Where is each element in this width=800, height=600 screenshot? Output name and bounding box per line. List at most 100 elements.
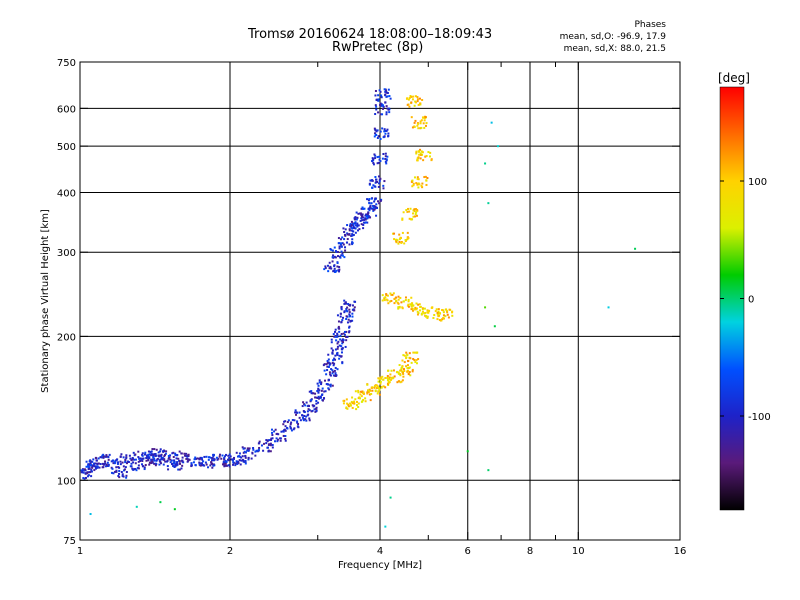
data-point — [327, 358, 330, 361]
data-point — [380, 377, 383, 380]
data-point — [190, 462, 193, 465]
data-point — [340, 348, 343, 351]
data-point — [302, 419, 305, 422]
data-point — [269, 450, 272, 453]
data-point — [379, 380, 382, 383]
data-point — [377, 377, 380, 380]
data-point — [145, 457, 148, 460]
data-point — [410, 305, 413, 308]
data-point — [354, 224, 357, 227]
data-point — [334, 354, 337, 357]
data-point — [398, 238, 401, 241]
data-point — [377, 98, 380, 101]
data-point — [177, 468, 180, 471]
data-point — [381, 157, 384, 160]
data-point — [130, 459, 133, 462]
data-point — [114, 460, 117, 463]
data-point — [374, 133, 377, 136]
chart-title: Tromsø 20160624 18:08:00–18:09:43 — [248, 27, 493, 42]
data-point — [364, 221, 367, 224]
data-point — [332, 370, 335, 373]
data-point — [339, 312, 342, 315]
data-point — [385, 162, 388, 165]
data-point — [83, 477, 86, 480]
data-point — [84, 472, 87, 475]
data-point — [348, 405, 351, 408]
data-point — [371, 160, 374, 163]
data-point — [307, 408, 310, 411]
data-point — [397, 295, 400, 298]
data-point — [157, 454, 160, 457]
data-point — [403, 242, 406, 245]
data-point — [232, 457, 235, 460]
data-point — [422, 159, 425, 162]
data-point — [350, 220, 353, 223]
data-point — [153, 448, 156, 451]
data-point — [406, 304, 409, 307]
data-point — [301, 414, 304, 417]
data-point — [178, 468, 181, 471]
data-point — [371, 157, 374, 160]
data-point — [368, 201, 371, 204]
data-point — [408, 97, 411, 100]
data-point — [152, 454, 155, 457]
data-point — [340, 245, 343, 248]
data-point — [442, 317, 445, 320]
data-point — [290, 421, 293, 424]
data-point — [279, 437, 282, 440]
data-point — [315, 406, 318, 409]
data-point — [397, 298, 400, 301]
data-point — [325, 373, 328, 376]
data-point — [334, 328, 337, 331]
data-point — [369, 389, 372, 392]
data-point — [308, 417, 311, 420]
data-point — [336, 332, 339, 335]
data-point — [415, 182, 418, 185]
data-point — [362, 227, 365, 230]
data-point — [336, 262, 339, 265]
data-point — [385, 158, 388, 161]
data-point — [428, 155, 431, 158]
data-point — [287, 419, 290, 422]
data-point — [393, 232, 396, 235]
data-point — [348, 304, 351, 307]
data-point — [327, 378, 330, 381]
data-point — [413, 121, 416, 124]
data-point — [445, 308, 448, 311]
data-point — [298, 416, 301, 419]
data-point — [386, 155, 389, 158]
data-point — [315, 399, 318, 402]
data-point — [165, 450, 168, 453]
data-point — [101, 466, 104, 469]
data-point — [122, 456, 125, 459]
data-point — [244, 460, 247, 463]
data-point — [377, 94, 380, 97]
data-point — [389, 373, 392, 376]
data-point — [169, 461, 172, 464]
data-point — [368, 388, 371, 391]
data-point — [361, 213, 364, 216]
data-point — [252, 448, 255, 451]
data-point — [283, 428, 286, 431]
data-point — [252, 447, 255, 450]
data-point — [192, 461, 195, 464]
data-point — [305, 415, 308, 418]
data-point — [174, 463, 177, 466]
data-point — [233, 456, 236, 459]
data-point — [382, 184, 385, 187]
data-point — [380, 96, 383, 99]
data-point — [410, 296, 413, 299]
data-point — [414, 119, 417, 122]
data-point — [346, 224, 349, 227]
data-point — [340, 308, 343, 311]
data-point — [384, 296, 387, 299]
data-point — [194, 464, 197, 467]
data-point — [425, 179, 428, 182]
data-point — [115, 470, 118, 473]
data-point — [384, 525, 387, 528]
data-point — [96, 465, 99, 468]
data-point — [153, 453, 156, 456]
data-point — [401, 359, 404, 362]
x-tick-label: 4 — [377, 546, 383, 557]
data-point — [135, 505, 138, 508]
